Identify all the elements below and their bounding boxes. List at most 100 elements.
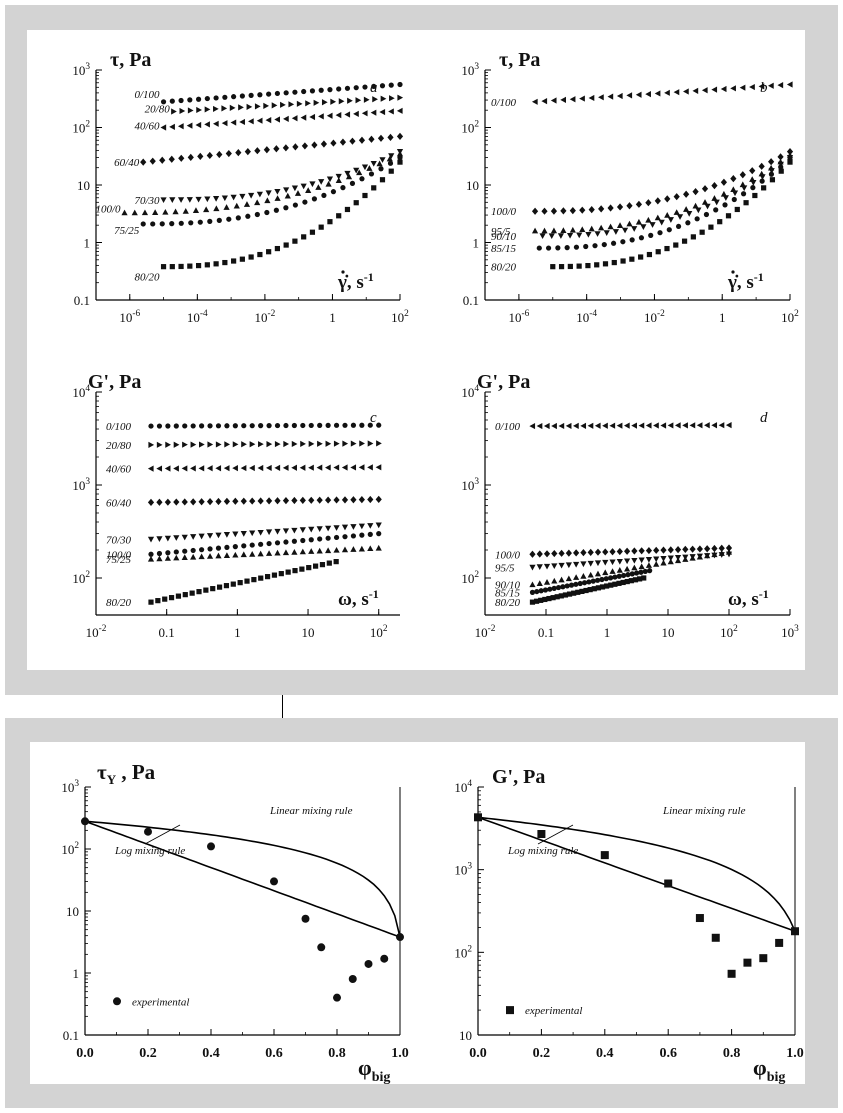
data-point bbox=[653, 422, 659, 429]
data-point bbox=[222, 259, 228, 266]
data-point bbox=[704, 545, 711, 553]
data-point bbox=[660, 422, 667, 429]
data-point bbox=[538, 588, 544, 594]
data-point bbox=[156, 550, 163, 557]
data-point bbox=[353, 200, 359, 206]
data-point bbox=[638, 569, 644, 575]
data-point bbox=[562, 592, 569, 598]
data-point bbox=[207, 842, 215, 851]
data-point bbox=[291, 185, 299, 192]
data-point bbox=[725, 548, 733, 555]
data-point bbox=[704, 552, 711, 559]
data-point bbox=[291, 115, 298, 122]
data-point bbox=[538, 597, 544, 603]
data-point bbox=[568, 582, 575, 588]
x-tick-label: 10-6 bbox=[508, 309, 529, 325]
data-point bbox=[367, 523, 374, 529]
x-tick-label: 1.0 bbox=[786, 1046, 804, 1061]
data-point bbox=[342, 534, 348, 540]
x-tick-label: 10 bbox=[662, 625, 675, 640]
data-point bbox=[368, 135, 375, 143]
data-point bbox=[333, 534, 340, 541]
data-point bbox=[178, 263, 184, 270]
chart-panel-b: 0.1 1 10 102 103 10-6 10-4 10-2 1 102 τ, Pa γ̇, s-1… bbox=[461, 49, 799, 325]
data-point bbox=[599, 576, 605, 583]
y-tick-label: 103 bbox=[61, 779, 79, 795]
x-tick-label: 0.0 bbox=[76, 1046, 94, 1061]
data-point bbox=[638, 557, 645, 564]
data-point bbox=[701, 185, 709, 193]
data-point bbox=[534, 588, 540, 595]
series-label: 0/100 bbox=[491, 97, 517, 109]
data-point bbox=[317, 536, 323, 542]
data-point bbox=[660, 559, 667, 566]
data-point bbox=[376, 531, 382, 537]
data-point bbox=[602, 569, 609, 576]
data-point bbox=[264, 197, 271, 204]
data-point bbox=[609, 559, 616, 566]
series-experimental: experimental bbox=[474, 813, 799, 1017]
data-point bbox=[594, 262, 600, 268]
data-point bbox=[274, 116, 280, 123]
data-point bbox=[341, 496, 349, 504]
data-point bbox=[580, 561, 587, 568]
series-label: 60/40 bbox=[114, 157, 140, 169]
data-point bbox=[254, 199, 261, 206]
data-point bbox=[645, 216, 652, 223]
data-point bbox=[674, 546, 682, 554]
data-point bbox=[140, 221, 146, 227]
data-point bbox=[245, 213, 251, 219]
data-point bbox=[330, 139, 337, 147]
data-point bbox=[223, 532, 231, 538]
series-0-100: 0/100 bbox=[134, 81, 403, 105]
data-point bbox=[654, 90, 661, 97]
data-point bbox=[550, 595, 556, 601]
data-point bbox=[358, 496, 365, 504]
data-point bbox=[588, 94, 595, 102]
data-point bbox=[213, 105, 219, 113]
data-point bbox=[362, 84, 368, 90]
data-point bbox=[551, 577, 558, 584]
data-point bbox=[213, 261, 219, 267]
data-point bbox=[625, 572, 631, 578]
data-point bbox=[577, 580, 583, 587]
data-point bbox=[791, 927, 799, 936]
data-point bbox=[536, 580, 543, 586]
data-point bbox=[358, 523, 365, 530]
data-point bbox=[673, 209, 680, 215]
data-point bbox=[308, 537, 314, 543]
data-point bbox=[241, 543, 247, 549]
data-point bbox=[397, 94, 404, 101]
data-point bbox=[759, 954, 768, 963]
data-point bbox=[536, 564, 543, 571]
data-point bbox=[316, 526, 323, 532]
data-point bbox=[560, 96, 566, 103]
data-point bbox=[249, 441, 256, 448]
series-80-20: 80/20 bbox=[106, 559, 339, 609]
data-point bbox=[602, 422, 608, 429]
data-point bbox=[283, 539, 289, 545]
data-point bbox=[283, 440, 290, 448]
x-tick-label: 0.0 bbox=[469, 1046, 487, 1061]
data-point bbox=[743, 958, 752, 967]
series-label: 95/5 bbox=[491, 226, 511, 238]
data-point bbox=[573, 574, 580, 580]
data-point bbox=[752, 192, 758, 199]
data-point bbox=[231, 258, 237, 264]
data-point bbox=[645, 557, 653, 563]
data-point bbox=[283, 187, 290, 194]
legend-label: experimental bbox=[132, 996, 189, 1008]
data-point bbox=[265, 116, 272, 124]
data-point bbox=[333, 525, 340, 531]
data-point bbox=[573, 561, 580, 568]
data-point bbox=[181, 554, 188, 560]
data-point bbox=[226, 216, 232, 222]
data-point bbox=[248, 118, 254, 125]
data-point bbox=[350, 546, 357, 552]
data-point bbox=[711, 933, 720, 942]
data-point bbox=[566, 232, 574, 239]
data-point bbox=[309, 181, 316, 188]
data-point bbox=[216, 217, 222, 223]
data-point bbox=[263, 146, 270, 154]
data-point bbox=[195, 121, 202, 129]
